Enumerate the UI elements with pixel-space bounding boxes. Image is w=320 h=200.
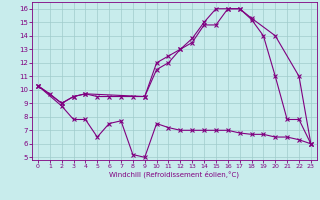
X-axis label: Windchill (Refroidissement éolien,°C): Windchill (Refroidissement éolien,°C) (109, 171, 239, 178)
